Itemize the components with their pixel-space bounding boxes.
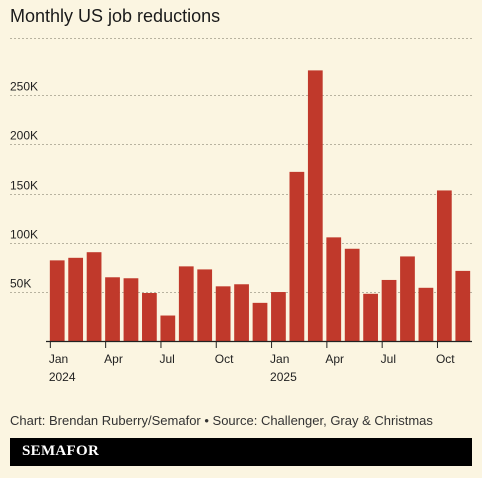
- bar: [289, 171, 305, 341]
- bar: [142, 293, 157, 341]
- bar: [418, 287, 434, 341]
- bar: [123, 278, 139, 341]
- bar: [49, 260, 65, 341]
- x-tick-label: Jan: [49, 352, 68, 366]
- x-tick-label: Oct: [436, 352, 455, 366]
- bar: [455, 270, 471, 341]
- bar: [381, 279, 397, 341]
- y-tick-label: 100K: [10, 228, 38, 242]
- y-tick-label: 150K: [10, 179, 38, 193]
- bar: [160, 315, 176, 341]
- y-tick-label: 200K: [10, 129, 38, 143]
- x-tick-label: Oct: [215, 352, 234, 366]
- bar: [271, 292, 286, 341]
- y-tick-label: 250K: [10, 80, 38, 94]
- bar: [344, 248, 360, 341]
- x-tick-label: Apr: [104, 352, 123, 366]
- bar: [197, 269, 213, 341]
- bar-chart: 50K 100K 150K 200K 250K Jan 2024 Apr Jul Oct Jan 20…: [10, 38, 472, 384]
- bar: [86, 252, 102, 341]
- chart-title: Monthly US job reductions: [10, 6, 221, 26]
- semafor-logo: SEMAFOR: [22, 443, 100, 459]
- source-note: Chart: Brendan Ruberry/Semafor • Source:…: [10, 413, 433, 428]
- x-tick-label: Apr: [325, 352, 344, 366]
- bar: [400, 256, 415, 341]
- bar: [436, 190, 452, 341]
- x-tick-year-label: 2024: [49, 370, 76, 384]
- x-tick-year-label: 2025: [270, 370, 297, 384]
- bar: [68, 257, 84, 341]
- bar: [234, 284, 249, 341]
- bar: [363, 293, 378, 341]
- bar: [252, 302, 268, 341]
- footer-bar: SEMAFOR: [10, 438, 472, 466]
- y-tick-label: 50K: [10, 277, 31, 291]
- x-tick-label: Jul: [381, 352, 396, 366]
- x-tick-label: Jan: [270, 352, 289, 366]
- bar: [326, 237, 342, 341]
- bar: [307, 70, 323, 341]
- bar: [215, 286, 231, 341]
- x-tick-label: Jul: [159, 352, 174, 366]
- bar: [105, 277, 120, 341]
- bar: [178, 266, 194, 341]
